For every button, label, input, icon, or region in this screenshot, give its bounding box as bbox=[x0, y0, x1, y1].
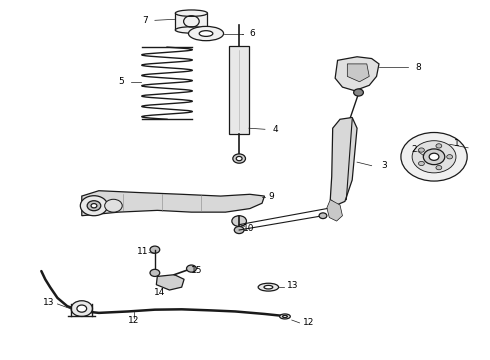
Circle shape bbox=[354, 89, 364, 96]
Circle shape bbox=[436, 144, 442, 148]
Circle shape bbox=[436, 166, 442, 170]
Text: 9: 9 bbox=[268, 192, 274, 201]
Circle shape bbox=[418, 161, 424, 166]
Text: 1: 1 bbox=[454, 139, 460, 148]
Circle shape bbox=[187, 265, 196, 272]
Ellipse shape bbox=[189, 26, 223, 41]
Polygon shape bbox=[335, 57, 379, 91]
Ellipse shape bbox=[280, 314, 290, 319]
Circle shape bbox=[71, 301, 93, 316]
Polygon shape bbox=[82, 191, 265, 216]
Polygon shape bbox=[327, 200, 343, 221]
Text: 8: 8 bbox=[415, 63, 421, 72]
Text: 7: 7 bbox=[142, 16, 148, 25]
Ellipse shape bbox=[175, 27, 207, 33]
Circle shape bbox=[80, 196, 108, 216]
Ellipse shape bbox=[175, 10, 207, 17]
Text: 5: 5 bbox=[118, 77, 123, 86]
Circle shape bbox=[429, 153, 439, 160]
Circle shape bbox=[150, 269, 160, 276]
Text: 14: 14 bbox=[154, 288, 166, 297]
Text: 3: 3 bbox=[381, 161, 387, 170]
Polygon shape bbox=[156, 275, 184, 290]
Circle shape bbox=[319, 213, 327, 219]
Ellipse shape bbox=[199, 31, 213, 36]
Text: 6: 6 bbox=[249, 29, 255, 38]
Text: 11: 11 bbox=[137, 247, 148, 256]
Circle shape bbox=[423, 149, 445, 165]
Circle shape bbox=[236, 157, 242, 161]
Ellipse shape bbox=[258, 283, 279, 291]
Circle shape bbox=[234, 226, 244, 234]
Circle shape bbox=[87, 201, 101, 211]
Circle shape bbox=[105, 199, 122, 212]
Text: 13: 13 bbox=[44, 298, 55, 307]
Circle shape bbox=[77, 305, 87, 312]
Text: 10: 10 bbox=[243, 224, 254, 233]
Circle shape bbox=[447, 155, 453, 159]
Text: 15: 15 bbox=[191, 266, 202, 275]
Polygon shape bbox=[175, 13, 207, 30]
Circle shape bbox=[412, 141, 456, 173]
Circle shape bbox=[150, 246, 160, 253]
Polygon shape bbox=[330, 117, 357, 205]
Text: 4: 4 bbox=[273, 126, 278, 135]
Circle shape bbox=[418, 148, 424, 152]
Polygon shape bbox=[347, 64, 369, 82]
Ellipse shape bbox=[264, 285, 273, 289]
Text: 2: 2 bbox=[412, 145, 417, 154]
Circle shape bbox=[233, 154, 245, 163]
Polygon shape bbox=[229, 46, 249, 134]
Text: 13: 13 bbox=[287, 281, 298, 290]
Text: 12: 12 bbox=[128, 316, 140, 325]
Text: 12: 12 bbox=[303, 318, 314, 327]
Ellipse shape bbox=[283, 315, 288, 318]
Circle shape bbox=[401, 132, 467, 181]
Circle shape bbox=[91, 203, 97, 208]
Circle shape bbox=[232, 216, 246, 226]
